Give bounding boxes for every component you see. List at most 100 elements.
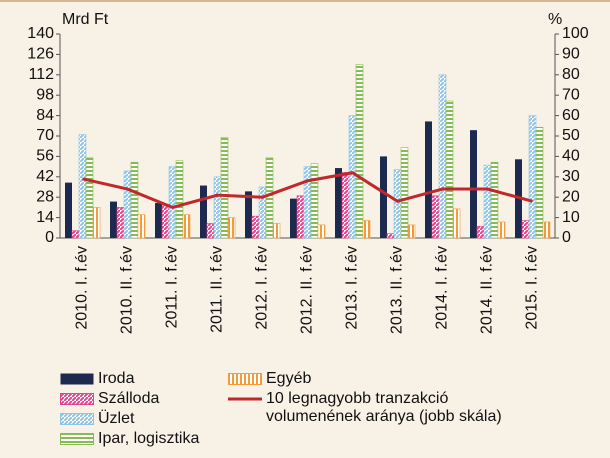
bar [362,220,371,239]
bar [213,176,222,239]
y2-tick-label: 50 [562,127,580,144]
bar [155,203,162,238]
legend-rect [60,373,94,385]
y-tick-label: 0 [45,229,54,246]
bar [452,208,461,239]
bar [490,161,499,239]
y2-tick-label: 40 [562,148,580,165]
y2-tick-label: 70 [562,86,580,103]
bar [130,161,139,239]
y2-tick-label: 30 [562,168,580,185]
bar [85,157,94,239]
bar [220,137,229,239]
bar [227,217,236,239]
bar [341,172,350,239]
legend-swatch [60,393,94,405]
legend-item: Iroda [60,370,134,388]
bar [71,230,80,239]
bar [78,134,87,239]
bar [258,186,267,239]
y2-axis-label: % [548,11,562,28]
y2-tick-label: 10 [562,209,580,226]
x-tick-label: 2010. II. f.év [119,246,136,334]
bar [168,166,177,239]
bar [251,215,260,239]
bar [476,226,485,239]
bar [542,221,551,239]
legend-swatch [60,413,94,425]
bar [137,214,146,239]
legend-item: Egyéb [228,370,311,388]
x-tick-label: 2013. I. f.év [344,246,361,330]
bar [335,168,342,238]
y2-tick-label: 60 [562,107,580,124]
bar [425,121,432,238]
bar [470,130,477,238]
x-tick-label: 2011. I. f.év [164,246,181,328]
bar [161,205,170,239]
legend-item: Szálloda [60,390,159,408]
bar [317,224,326,239]
legend-rect [60,413,94,425]
legend-rect [60,433,94,445]
bar [92,207,101,239]
bar [272,223,281,239]
x-tick-label: 2014. II. f.év [479,246,496,334]
y2-tick-label: 100 [562,25,589,42]
y2-tick-label: 0 [562,229,571,246]
bar [393,169,402,239]
y-tick-label: 42 [36,168,54,185]
y-tick-label: 70 [36,127,54,144]
x-tick-label: 2010. I. f.év [74,246,91,330]
legend-rect [60,393,94,405]
bar [65,182,72,238]
bar [355,64,364,239]
bar [123,170,132,239]
legend-rect [228,373,262,385]
x-tick-label: 2013. II. f.év [389,246,406,334]
bar [483,164,492,239]
y2-tick-label: 20 [562,188,580,205]
legend-label: Ipar, logisztika [98,430,200,447]
bar [535,126,544,239]
y-tick-label: 98 [36,86,54,103]
legend-label: Üzlet [98,410,135,427]
bar [497,221,506,239]
y-tick-label: 56 [36,148,54,165]
legend-label: Egyéb [266,370,312,387]
bar [438,74,447,239]
legend-label: Szálloda [98,390,160,407]
bar [265,157,274,239]
y-tick-label: 14 [36,209,54,226]
bar [303,166,312,239]
x-tick-label: 2011. II. f.év [209,246,226,333]
y2-tick-label: 80 [562,66,580,83]
legend-swatch [60,433,94,445]
legend-swatch [60,373,94,385]
y-tick-label: 112 [28,66,54,83]
bar [521,220,530,239]
bar [175,160,184,239]
bar [290,198,297,238]
legend-item: Ipar, logisztika [60,430,199,448]
x-tick-label: 2012. I. f.év [254,246,271,330]
legend-label: 10 legnagyobb tranzakció volumenének ará… [266,390,502,425]
legend-swatch [228,373,262,385]
legend-item: Üzlet [60,410,134,428]
y2-tick-label: 90 [562,46,580,63]
y-tick-label: 126 [27,46,54,63]
y-tick-label: 28 [36,188,54,205]
bar [200,185,207,238]
bar [380,156,387,238]
legend-swatch [228,397,262,401]
bar [528,115,537,239]
bar [407,224,416,239]
bar [386,233,395,239]
x-tick-label: 2015. I. f.év [524,246,541,330]
bar [348,115,357,239]
x-tick-label: 2012. II. f.év [299,246,316,334]
legend-label: Iroda [98,370,135,387]
bar [310,163,319,239]
